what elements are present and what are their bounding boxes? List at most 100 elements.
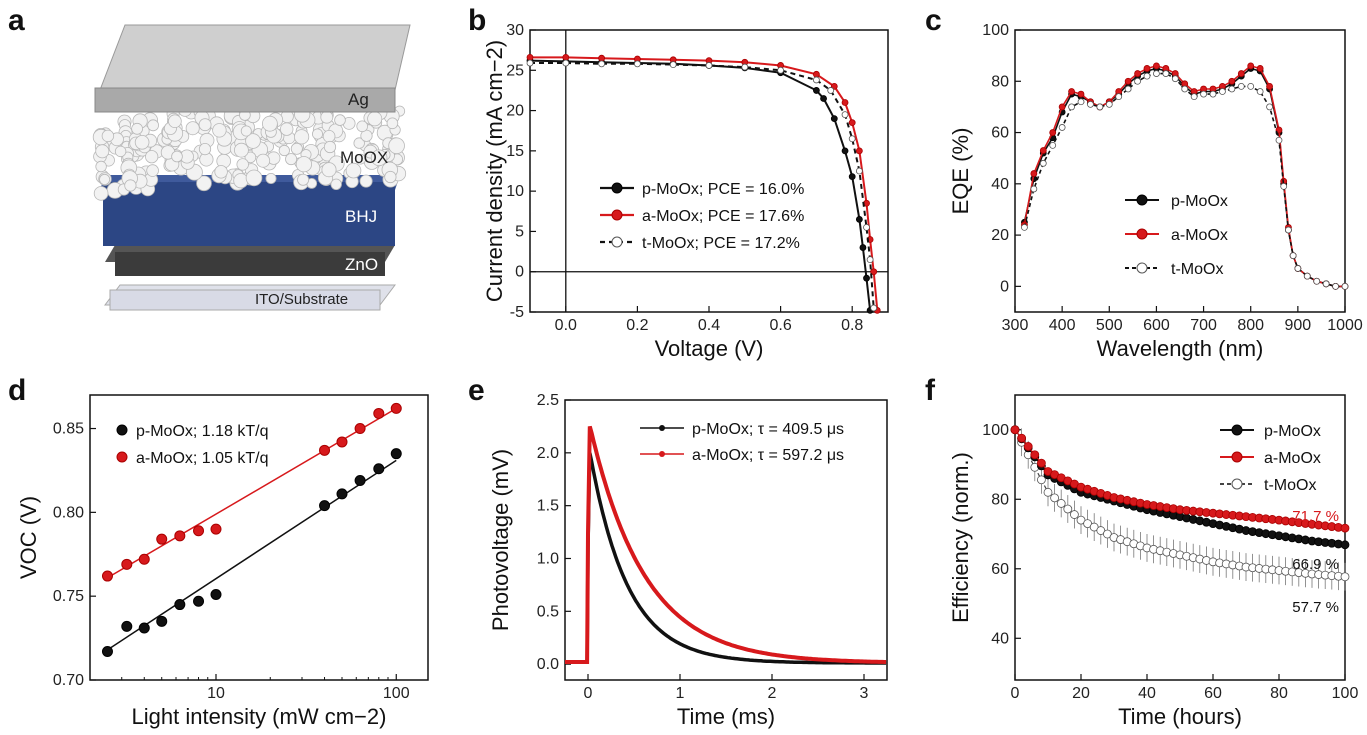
end-label-t: 57.7 % <box>1292 599 1339 616</box>
moox-particle <box>280 122 294 136</box>
moox-particle <box>285 153 298 166</box>
moox-particle <box>256 153 271 168</box>
moox-particle <box>353 137 365 149</box>
moox-particle <box>323 140 337 154</box>
x-axis-label: Time (ms) <box>677 704 775 729</box>
legend-marker <box>116 424 128 436</box>
data-point <box>1237 83 1245 90</box>
data-point <box>598 60 605 68</box>
legend-label: p-MoOx; τ = 409.5 μs <box>692 421 844 438</box>
legend-marker <box>1136 194 1148 206</box>
ito-layer-front <box>109 289 381 311</box>
x-tick-label: 100 <box>383 685 410 702</box>
x-axis-label: Wavelength (nm) <box>1097 336 1264 361</box>
series-line-0 <box>1023 67 1345 288</box>
legend-marker <box>116 451 128 463</box>
legend-marker <box>659 425 665 431</box>
data-point <box>1056 499 1066 508</box>
legend-marker <box>611 182 623 194</box>
data-point <box>1039 159 1047 167</box>
moox-particle <box>145 150 159 164</box>
data-point <box>1289 252 1297 260</box>
data-point <box>848 135 856 143</box>
y-tick-label: 0.75 <box>53 588 84 605</box>
data-point <box>813 76 820 84</box>
decay-curve-1 <box>565 425 887 664</box>
panel-label-f: f <box>925 374 936 407</box>
moox-particle <box>93 186 109 201</box>
x-tick-label: 0.6 <box>769 317 791 334</box>
data-point <box>1021 223 1028 231</box>
legend-label: a-MoOx <box>1171 227 1228 244</box>
moox-particle <box>131 122 144 135</box>
y-tick-label: 0.70 <box>53 672 84 689</box>
data-point <box>1340 523 1350 533</box>
legend-label: a-MoOx; 1.05 kT/q <box>136 450 269 467</box>
moox-particle <box>245 133 261 149</box>
data-point <box>1050 493 1059 503</box>
moox-particle <box>265 172 277 184</box>
moox-particle <box>311 128 323 140</box>
x-tick-label: 0.8 <box>841 317 863 334</box>
x-tick-label: 0.4 <box>698 317 720 334</box>
data-point <box>1124 85 1132 93</box>
data-point <box>1162 70 1170 77</box>
data-point <box>1294 265 1302 272</box>
data-point <box>1153 62 1160 70</box>
panel-label-b: b <box>468 4 486 37</box>
moox-particle <box>168 114 182 128</box>
legend-marker <box>611 236 623 248</box>
x-tick-label: 80 <box>1270 685 1288 702</box>
y-tick-label: 0 <box>1000 278 1009 295</box>
y-tick-label: 1.0 <box>537 550 559 567</box>
x-axis-label: Voltage (V) <box>655 336 764 361</box>
data-point <box>859 244 867 251</box>
data-point <box>866 256 874 264</box>
y-tick-label: 60 <box>991 561 1009 578</box>
data-point <box>121 620 133 632</box>
legend-label: t-MoOx; PCE = 17.2% <box>642 235 800 252</box>
legend-marker <box>659 451 665 457</box>
data-point <box>870 304 878 312</box>
data-point <box>1058 124 1066 131</box>
legend-label: a-MoOx; τ = 597.2 μs <box>692 447 844 464</box>
data-point <box>1049 129 1057 136</box>
data-point <box>1010 425 1020 435</box>
moox-particle <box>212 123 227 138</box>
legend-label: a-MoOx; PCE = 17.6% <box>642 208 804 225</box>
moox-particle <box>124 179 137 192</box>
data-point <box>855 147 863 155</box>
layer-label-zno: ZnO <box>345 255 378 274</box>
y-tick-label: 20 <box>506 103 524 120</box>
moox-particle <box>330 178 342 191</box>
data-point <box>354 423 366 435</box>
moox-particle <box>146 164 159 177</box>
data-point <box>1341 282 1349 290</box>
data-point <box>1115 93 1123 101</box>
data-point <box>1247 83 1255 90</box>
data-point <box>1266 103 1273 111</box>
legend-label: p-MoOx; 1.18 kT/q <box>136 423 269 440</box>
x-tick-label: 400 <box>1049 317 1076 334</box>
data-point <box>390 402 402 414</box>
series-line-1 <box>1023 65 1345 288</box>
moox-particle <box>322 130 336 143</box>
y-axis-label: Current density (mA cm−2) <box>482 40 507 302</box>
moox-particle <box>293 129 310 145</box>
data-point <box>1077 98 1085 106</box>
data-point <box>1030 170 1038 177</box>
data-point <box>1096 103 1104 111</box>
moox-particle <box>233 173 249 189</box>
moox-particle <box>356 120 369 133</box>
legend-label: p-MoOx <box>1171 193 1228 210</box>
x-tick-label: 0 <box>1011 685 1020 702</box>
data-point <box>354 475 366 486</box>
data-point <box>669 61 677 69</box>
moox-particle <box>367 111 383 127</box>
x-tick-label: 3 <box>860 685 869 702</box>
data-point <box>841 147 849 155</box>
x-tick-label: 1000 <box>1327 317 1363 334</box>
legend-label: t-MoOx <box>1171 261 1223 278</box>
data-point <box>1068 88 1075 95</box>
chart-photovoltage: 0 1 2 3 0.0 0.5 1.0 1.5 2.0 2.5 Time (ms) Photovolt… <box>488 392 888 729</box>
